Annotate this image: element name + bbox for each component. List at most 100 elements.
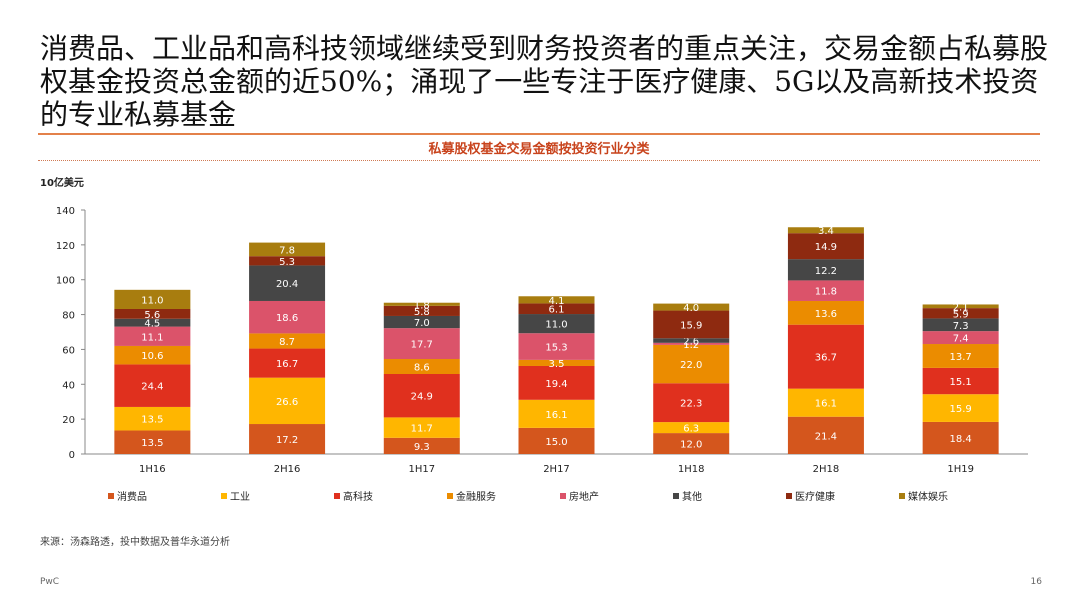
bar-segment [787,388,864,417]
data-label: 18.6 [276,313,298,324]
data-label: 13.5 [141,415,163,426]
y-tick-label: 40 [62,380,75,391]
y-tick-label: 100 [56,276,75,287]
data-label: 1.2 [683,340,699,351]
bar-segment [922,421,999,454]
bar-segment [922,344,999,368]
legend-swatch [334,493,340,499]
data-label: 16.7 [276,359,298,370]
data-label: 4.1 [549,296,565,307]
bar-segment [653,433,730,454]
chart-title-divider [38,160,1040,161]
data-label: 15.9 [680,320,702,331]
data-label: 10.6 [141,351,163,362]
y-tick-label: 0 [69,450,75,461]
data-label: 36.7 [815,353,837,364]
x-tick-label: 1H18 [678,464,705,475]
data-label: 24.9 [411,392,433,403]
bar-segment [383,417,460,438]
legend-swatch [899,493,905,499]
data-label: 3.5 [549,359,565,370]
data-label: 9.3 [414,442,430,453]
chart-title: 私募股权基金交易金额按投资行业分类 [428,142,650,157]
data-label: 19.4 [545,379,567,390]
data-label: 7.0 [414,318,430,329]
bar-segment [653,338,730,343]
bar-segment [383,359,460,375]
y-axis-label: 10亿美元 [40,176,84,189]
data-label: 15.3 [545,343,567,354]
stacked-bar-chart: 10亿美元 0 20 40 60 80 100 120 140 13.5 13.5 24.4 10.6 1… [40,176,1028,503]
data-label: 13.6 [815,309,837,320]
data-label: 5.9 [953,309,969,320]
data-label: 22.3 [680,399,702,410]
legend-swatch [786,493,792,499]
data-label: 14.9 [815,242,837,253]
data-label: 12.2 [815,266,837,277]
y-tick-label: 120 [56,241,75,252]
data-label: 16.1 [545,410,567,421]
bar-segment [787,233,864,260]
bar-segment [518,399,595,428]
x-tick-label: 2H18 [813,464,840,475]
bar-segment [653,342,730,345]
data-label: 15.0 [545,437,567,448]
bar-segment [114,364,191,407]
x-tick-label: 2H16 [274,464,301,475]
bar-segment [114,430,191,454]
bar-segment [114,406,191,431]
bar-segment [249,424,326,454]
bar-segment [383,437,460,454]
data-label: 16.1 [815,399,837,410]
bar-segment [383,328,460,360]
page-number: 16 [1030,577,1042,587]
bar-segment [787,416,864,454]
bar-segment [383,315,460,329]
data-label: 5.3 [279,257,295,268]
y-tick-label: 60 [62,345,75,356]
bar-segment [518,296,595,304]
data-label: 13.7 [950,352,972,363]
bar-segment [383,374,460,418]
bar-segment [249,256,326,266]
bar-segment [249,242,326,257]
data-label: 8.7 [279,337,295,348]
header-divider [38,133,1040,135]
x-tick-label: 1H17 [408,464,435,475]
bar-segment [653,310,730,339]
bar-segment [653,422,730,434]
bar-segment [249,348,326,378]
bar-segment [787,259,864,281]
bar-segment [787,300,864,325]
page-headline: 消费品、工业品和高科技领域继续受到财务投资者的重点关注，交易金额占私募股权基金投… [40,32,1049,131]
legend-label: 高科技 [343,490,373,503]
y-tick-label: 20 [62,415,75,426]
bar-segment [249,333,326,349]
bar-segment [787,280,864,301]
bar-segment [249,300,326,334]
bar-segment [114,345,191,365]
bar-segment [518,359,595,366]
y-tick-label: 80 [62,311,75,322]
bar-segment [518,333,595,360]
data-label: 11.1 [141,332,163,343]
x-tick-label: 2H17 [543,464,570,475]
data-label: 24.4 [141,382,163,393]
source-note: 来源：汤森路透，投中数据及普华永道分析 [40,537,230,548]
bar-segment [114,289,191,309]
bar-segment [922,304,999,309]
bar-segment [518,427,595,454]
bar-segment [518,303,595,315]
data-label: 6.3 [683,424,699,435]
data-label: 1.8 [414,300,430,311]
legend-label: 其他 [682,490,702,503]
data-label: 4.5 [144,319,160,330]
data-label: 7.3 [953,321,969,332]
bar-segment [787,324,864,389]
data-label: 11.0 [141,295,163,306]
legend-label: 房地产 [569,490,599,503]
data-label: 11.8 [815,287,837,298]
legend-swatch [560,493,566,499]
legend-swatch [108,493,114,499]
legend-label: 工业 [230,491,250,503]
